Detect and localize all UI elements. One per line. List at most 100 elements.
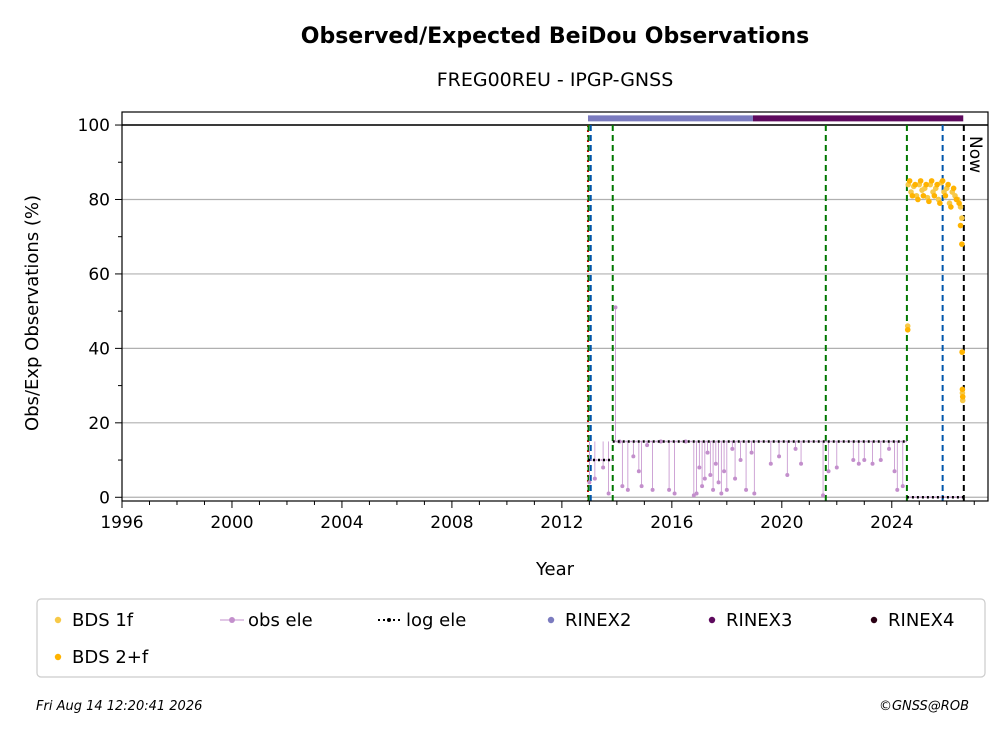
obs-ele-point [851,458,856,463]
legend-label: RINEX3 [726,610,792,631]
legend-marker [54,616,62,624]
obs-ele-point [895,487,900,492]
obs-ele-point [708,472,713,477]
obs-ele-point [738,458,743,463]
legend-label: BDS 2+f [72,647,149,668]
obs-ele-point [799,461,804,466]
now-label: Now [965,136,985,173]
bds-point [959,241,965,247]
obs-ele-point [636,469,641,474]
bds-point [917,178,924,184]
legend-marker [708,616,716,624]
obs-ele-point [697,465,702,470]
event-lines [586,125,965,501]
legend-box [36,598,986,678]
legend-marker [387,618,391,622]
obs-ele-point [900,484,905,489]
bds-point [942,192,949,199]
y-tick-label: 80 [88,190,110,210]
bds-point [937,200,943,207]
obs-ele-point [606,491,611,496]
x-tick-label: 2016 [650,513,693,533]
bds-point [948,204,954,210]
bds-point [931,192,938,199]
bds-point [926,198,932,205]
bds-point [959,215,965,221]
bds-point [939,178,946,184]
data-marks [587,115,966,499]
obs-ele-point [631,454,636,459]
obs-ele-point [592,476,597,481]
obs-ele-point [793,446,798,451]
y-tick-label: 40 [88,339,110,359]
x-tick-label: 2020 [760,513,803,533]
obs-ele-point [705,450,710,455]
legend-label: obs ele [248,610,313,631]
y-axis-label: Obs/Exp Observations (%) [22,195,43,431]
obs-ele-point [834,465,839,470]
grid-lines [122,124,988,498]
obs-ele-point [856,461,861,466]
obs-ele-point [749,450,754,455]
y-tick-label: 60 [88,265,110,285]
obs-ele-point [733,476,738,481]
obs-ele-point [777,454,782,459]
obs-ele-point [878,458,883,463]
bds-point [904,326,911,333]
obs-ele-point [752,491,757,496]
bds-point [915,196,921,203]
obs-ele-point [744,487,749,492]
chart-title: Observed/Expected BeiDou Observations [301,24,810,49]
obs-ele-point [645,443,650,448]
obs-ele-point [601,465,606,470]
obs-ele-point [713,461,718,466]
obs-ele-point [722,469,727,474]
legend-label: RINEX4 [888,610,954,631]
bds-point [920,192,927,199]
obs-ele-point [702,476,707,481]
y-axis-ticks: 0 20 40 60 80 100 [78,116,122,508]
obs-ele-point [639,484,644,489]
y-tick-label: 20 [88,414,110,434]
bds-point [957,222,964,229]
bds-point [923,181,929,188]
obs-ele-point [625,487,630,492]
y-tick-label: 100 [78,116,110,136]
bds-point [934,181,940,188]
bds-point [959,386,966,393]
footer-copyright: ©GNSS@ROB [879,699,969,714]
legend-label: log ele [406,610,466,631]
bds-point [906,178,913,184]
x-axis-label: Year [535,559,575,580]
legend: BDS 1f obs ele log ele RINEX2 RINEX3 RINEX4 BD… [54,610,954,668]
legend-marker [54,653,62,661]
legend-marker [547,616,555,624]
obs-ele-point [887,446,892,451]
legend-label: RINEX2 [565,610,631,631]
obs-ele-point [730,446,735,451]
obs-ele-point [724,487,729,492]
bds-point [909,192,916,199]
obs-ele-point [826,469,831,474]
bds-point [928,178,935,184]
bds-point [912,181,918,188]
obs-ele-point [785,472,790,477]
y-tick-label: 0 [99,488,110,508]
obs-ele-point [672,491,677,496]
obs-ele-point [620,484,625,489]
legend-marker [870,616,878,624]
obs-ele-point [711,487,716,492]
bds-point [959,393,966,400]
obs-ele-point [870,461,875,466]
x-tick-label: 2004 [320,513,363,533]
x-tick-label: 1996 [100,513,143,533]
legend-marker [229,617,235,623]
chart-subtitle: FREG00REU - IPGP-GNSS [437,69,674,91]
obs-ele-point [862,458,867,463]
obs-ele-point [700,484,705,489]
footer-timestamp: Fri Aug 14 12:20:41 2026 [36,699,202,714]
obs-ele-point [613,305,618,310]
obs-ele-point [587,480,592,485]
obs-ele-point [719,491,724,496]
